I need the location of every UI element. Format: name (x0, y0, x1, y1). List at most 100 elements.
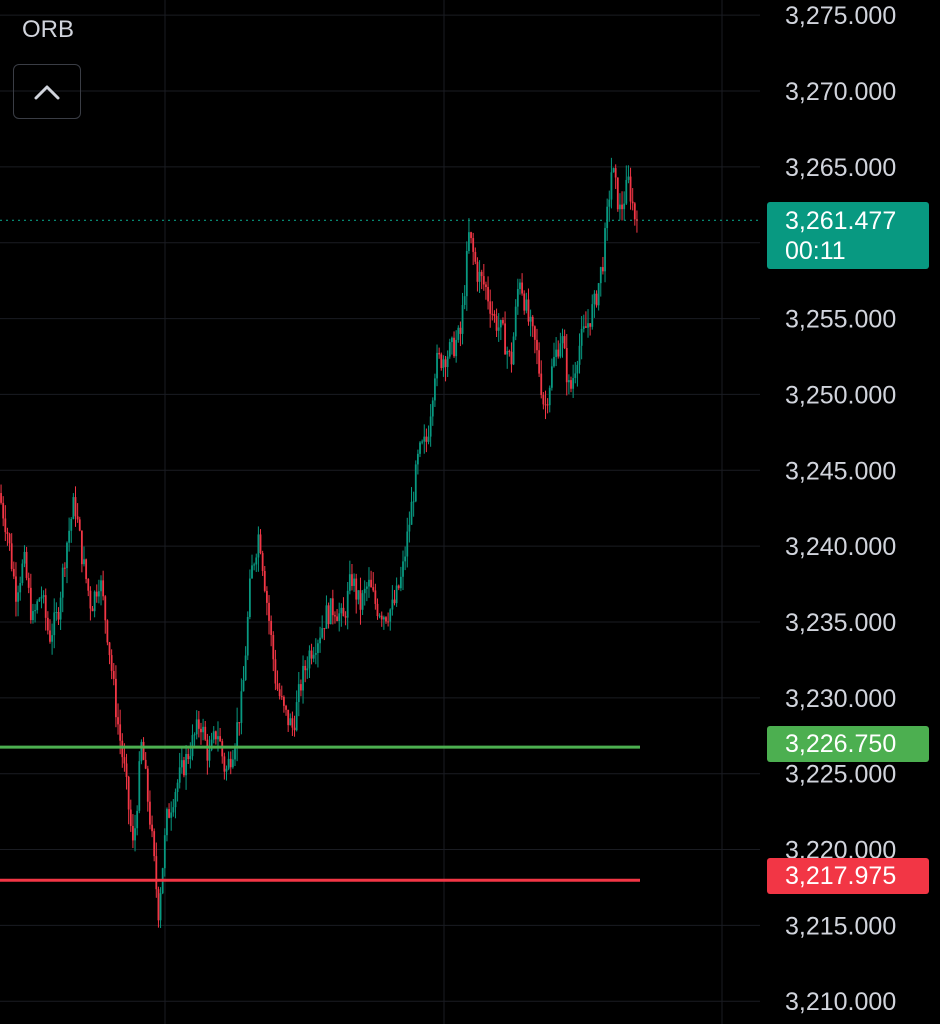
candle-body (510, 351, 513, 365)
candle-body (321, 628, 324, 638)
candle-body (336, 616, 338, 621)
candle-body (612, 168, 615, 173)
candle-body (23, 551, 26, 564)
candle-body (561, 336, 564, 344)
candle-body (370, 579, 373, 588)
candle-body (446, 356, 449, 368)
candle-body (166, 809, 168, 836)
y-tick-label: 3,265.000 (785, 154, 896, 182)
y-tick-label: 3,270.000 (785, 78, 896, 106)
candle-body (12, 568, 15, 577)
candle-body (374, 590, 377, 604)
candle-body (200, 728, 202, 733)
candle-body (523, 293, 526, 311)
candle-body (302, 665, 304, 691)
candle-body (623, 203, 626, 210)
candle-body (214, 731, 217, 740)
candle-body (397, 585, 400, 589)
candle-body (436, 352, 438, 379)
candle-body (610, 172, 613, 200)
candle-body (565, 348, 568, 383)
candle-body (597, 283, 600, 306)
candle-body (110, 655, 113, 671)
candle-body (506, 351, 509, 355)
candle-body (40, 596, 43, 599)
candle-body (485, 284, 487, 288)
candle-body (255, 557, 258, 565)
candle-body (317, 643, 319, 654)
candle-body (51, 635, 54, 642)
candle-body (308, 650, 311, 669)
candle-body (172, 807, 175, 813)
candle-body (580, 328, 583, 346)
candle-body (614, 168, 617, 178)
candle-body (434, 378, 436, 401)
candle-body (472, 238, 475, 252)
candle-body (455, 339, 458, 357)
candle-body (365, 586, 368, 589)
candle-body (355, 578, 358, 600)
candle-body (178, 767, 181, 783)
candle-body (304, 665, 307, 671)
candle-body (157, 889, 160, 921)
chevron-up-icon (34, 85, 60, 99)
candle-body (93, 591, 96, 612)
candle-body (416, 453, 419, 465)
candle-body (246, 616, 249, 656)
candle-body (127, 776, 130, 810)
y-tick-label: 3,250.000 (785, 381, 896, 409)
candle-body (419, 442, 421, 454)
candle-body (480, 271, 483, 277)
candle-body (487, 287, 489, 302)
candle-body (61, 567, 64, 598)
candle-body (478, 271, 481, 282)
candle-body (138, 761, 141, 811)
candle-body (287, 709, 290, 726)
candle-body (468, 232, 470, 251)
collapse-button[interactable] (13, 64, 81, 119)
candle-body (357, 590, 360, 600)
candle-body (387, 621, 390, 623)
candle-body (300, 684, 302, 691)
candle-body (89, 590, 92, 609)
candle-body (251, 565, 253, 579)
candle-body (95, 591, 98, 597)
candle-body (499, 320, 502, 328)
candle-body (463, 296, 466, 306)
candle-body (633, 203, 636, 220)
candle-body (42, 595, 45, 597)
candle-body (191, 735, 194, 757)
candle-body (29, 587, 32, 621)
candle-body (389, 609, 392, 622)
candle-body (183, 760, 185, 776)
candle-body (310, 650, 313, 659)
candle-body (331, 598, 334, 616)
candle-body (636, 219, 638, 221)
candle-body (97, 591, 100, 597)
candle-body (599, 267, 602, 284)
candle-body (578, 345, 581, 365)
candle-body (142, 741, 145, 760)
candle-body (253, 564, 256, 566)
candle-body (117, 717, 119, 725)
candle-body (342, 607, 345, 617)
candle-body (595, 293, 598, 306)
candle-body (453, 337, 455, 357)
candle-body (546, 404, 549, 406)
candle-body (563, 336, 566, 349)
candle-body (34, 610, 36, 612)
candle-body (70, 518, 73, 531)
candle-body (421, 441, 424, 443)
candle-body (140, 741, 143, 762)
candles (0, 157, 638, 929)
candle-body (121, 740, 124, 758)
candle-body (327, 605, 330, 625)
candle-body (346, 590, 349, 618)
candle-body (285, 705, 287, 710)
candle-body (376, 603, 379, 617)
candle-body (353, 578, 355, 586)
candle-body (206, 739, 209, 761)
candle-body (197, 719, 200, 729)
candle-body (548, 387, 551, 406)
candle-body (168, 809, 170, 818)
